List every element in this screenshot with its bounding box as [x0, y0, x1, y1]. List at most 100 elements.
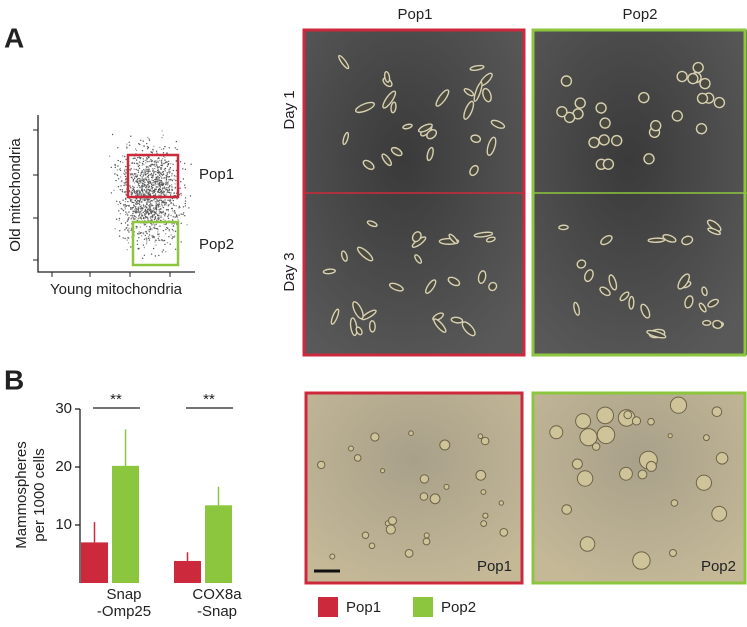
flow-dot: [150, 211, 152, 213]
flow-dot: [167, 162, 170, 165]
flow-dot: [114, 166, 117, 169]
flow-ticks: [33, 129, 171, 277]
flow-dot: [123, 205, 125, 207]
flow-dot: [158, 201, 161, 204]
flow-dot: [176, 216, 178, 219]
flow-dot: [162, 206, 165, 209]
flow-dot: [183, 212, 185, 214]
x-tick-label: -Omp25: [97, 603, 151, 620]
flow-dot: [136, 240, 138, 242]
flow-dot: [141, 190, 144, 192]
flow-dot: [184, 197, 187, 199]
flow-dot: [160, 173, 163, 175]
flow-dot: [170, 192, 172, 194]
sphere: [632, 551, 651, 570]
flow-dot: [158, 177, 161, 179]
gate-label: Pop1: [199, 166, 234, 183]
flow-dot: [174, 183, 176, 185]
cell: [362, 159, 375, 171]
flow-dot: [149, 158, 152, 161]
flow-dot: [152, 179, 154, 182]
flow-dot: [146, 184, 149, 186]
flow-dot: [160, 194, 162, 196]
flow-dot: [143, 206, 145, 208]
flow-dot: [166, 242, 169, 244]
flow-dot: [156, 228, 159, 230]
flow-dot: [167, 182, 169, 184]
flow-dot: [125, 205, 127, 208]
flow-dot: [169, 243, 171, 245]
flow-dot: [165, 202, 168, 204]
flow-dot: [171, 237, 173, 240]
flow-dot: [147, 237, 149, 240]
cell: [696, 92, 709, 105]
flow-dot: [169, 199, 171, 201]
flow-dot: [184, 187, 186, 189]
y-tick-label: 10: [55, 516, 72, 533]
flow-dot: [165, 178, 168, 181]
flow-dot: [152, 204, 154, 207]
flow-dot: [184, 215, 186, 217]
flow-dot: [165, 175, 167, 177]
flow-dot: [137, 215, 140, 217]
flow-dot: [162, 148, 165, 150]
flow-dot: [141, 207, 143, 209]
flow-dot: [125, 181, 127, 184]
flow-dot: [148, 206, 151, 208]
flow-dot: [175, 214, 178, 216]
flow-dot: [142, 173, 145, 175]
flow-dot: [169, 163, 172, 165]
flow-dot: [149, 226, 151, 228]
flow-dot: [154, 188, 156, 190]
flow-dot: [137, 156, 139, 159]
flow-dot: [143, 185, 145, 188]
flow-dot: [155, 207, 157, 209]
flow-dot: [139, 193, 141, 195]
flow-dot: [165, 251, 167, 253]
flow-dot: [161, 201, 164, 203]
flow-dot: [165, 204, 167, 206]
cell: [447, 276, 461, 287]
flow-dot: [132, 218, 135, 220]
cell: [383, 70, 391, 83]
flow-dot: [132, 157, 134, 160]
flow-dot: [163, 194, 166, 196]
flow-dot: [137, 200, 140, 202]
flow-dot: [146, 232, 148, 235]
flow-dot: [145, 176, 147, 179]
cell: [402, 123, 413, 130]
flow-dot: [162, 211, 165, 214]
flow-dot: [129, 164, 131, 167]
cell: [356, 246, 374, 262]
flow-dot: [142, 191, 144, 194]
flow-dot: [146, 207, 148, 209]
sphere: [429, 493, 441, 505]
flow-dot: [125, 180, 127, 183]
flow-dot: [133, 205, 135, 207]
flow-dot: [152, 247, 155, 250]
flow-dot: [152, 173, 154, 175]
flow-dot: [136, 175, 138, 177]
flow-dot: [172, 169, 174, 172]
cell: [461, 321, 476, 337]
flow-dot: [174, 216, 176, 218]
flow-dot: [140, 189, 143, 191]
flow-dot: [151, 203, 153, 206]
flow-dot: [168, 186, 170, 188]
flow-dot: [132, 185, 134, 187]
sphere: [631, 416, 642, 426]
flow-dot: [124, 208, 127, 210]
cell: [469, 164, 479, 177]
flow-dot: [144, 198, 146, 200]
flow-dot: [122, 161, 124, 164]
flow-dot: [147, 236, 150, 238]
flow-dot: [151, 228, 153, 230]
flow-dot: [147, 174, 150, 177]
flow-dot: [135, 159, 138, 161]
flow-dot: [161, 130, 163, 132]
flow-dot: [145, 243, 148, 245]
flow-dot: [126, 227, 128, 229]
flow-dot: [144, 181, 146, 183]
flow-dot: [153, 145, 155, 147]
flow-dot: [177, 219, 179, 221]
